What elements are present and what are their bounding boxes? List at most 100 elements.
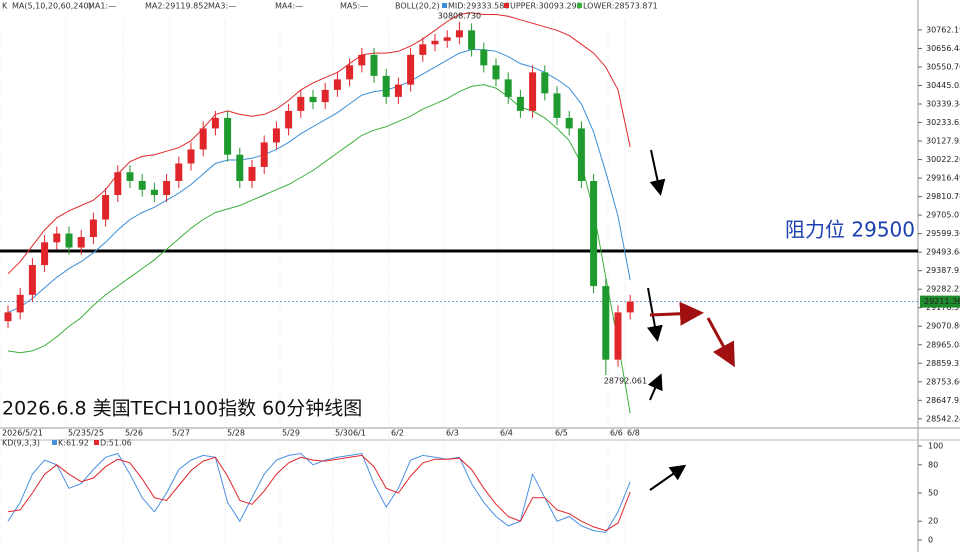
resistance-label: 阻力位 29500: [785, 218, 915, 242]
candle-body: [272, 128, 280, 143]
header-label: MA4:—: [275, 2, 303, 11]
band-line: [7, 84, 631, 414]
x-tick-label: 5/235/25: [68, 429, 104, 438]
candle-body: [504, 79, 512, 97]
candle-body: [455, 30, 463, 38]
candle-body: [126, 172, 134, 181]
y-tick-label: 29810.78: [926, 192, 960, 201]
y-tick-label: 29387.93: [926, 266, 960, 275]
y-tick-label: 30127.92: [926, 137, 960, 146]
candle-body: [553, 93, 561, 118]
legend-label: MID:29333.586: [448, 2, 509, 11]
candle-body: [138, 180, 146, 190]
x-tick-label: 5/28: [227, 429, 245, 438]
header-label: MA5:—: [340, 2, 368, 11]
band-line: [7, 49, 631, 313]
candle-body: [114, 172, 122, 195]
y-tick-label: 30656.48: [926, 44, 960, 53]
y-tick-label: 30550.70: [926, 62, 960, 71]
x-tick-label: 2026/5/21: [2, 429, 43, 438]
candle-body: [468, 30, 476, 50]
candle-body: [163, 180, 171, 195]
candle-body: [346, 65, 354, 80]
arrow: [649, 464, 687, 491]
y-tick-label: 30233.63: [926, 118, 960, 127]
header-label: MA1:—: [88, 2, 116, 11]
arrow: [647, 287, 663, 342]
candle-body: [224, 117, 232, 155]
candle-body: [321, 89, 329, 103]
y-tick-label: 29493.64: [926, 248, 960, 257]
candle-body: [382, 75, 390, 97]
candle-body: [28, 265, 36, 295]
high-label: 30808.730: [438, 11, 481, 20]
arrow: [647, 373, 663, 401]
candle-body: [297, 96, 305, 111]
header-label: MA(5,10,20,60,240): [12, 2, 92, 11]
legend-swatch: [577, 3, 582, 8]
legend-label: K:61.92: [58, 439, 89, 448]
legend-swatch: [52, 440, 57, 445]
candle-body: [236, 154, 244, 181]
low-label: 28792.061: [604, 377, 647, 386]
header-label: K: [2, 2, 8, 11]
candle-body: [590, 180, 598, 287]
y-tick-label: 29070.80: [926, 322, 960, 331]
arrow: [649, 301, 704, 326]
candle-body: [150, 189, 158, 195]
x-tick-label: 6/2: [391, 429, 404, 438]
chart-title: 2026.6.8 美国TECH100指数 60分钟线图: [2, 398, 362, 420]
x-tick-label: 5/29: [282, 429, 300, 438]
y-tick-label: 28965.08: [926, 340, 960, 349]
header-label: MA2:29119.852: [145, 2, 208, 11]
y-tick-label: 30445.05: [926, 81, 960, 90]
candle-body: [370, 54, 378, 76]
candle-body: [285, 110, 293, 129]
y-tick-label: 30762.19: [926, 25, 960, 34]
candle-body: [211, 117, 219, 129]
band-line: [7, 12, 631, 275]
legend-label: LOWER:28573.871: [583, 2, 658, 11]
y-tick-label: 30022.20: [926, 155, 960, 164]
candle-body: [77, 237, 85, 248]
x-tick-label: 5/26: [125, 429, 143, 438]
legend-swatch: [442, 3, 447, 8]
y-tick-label: 29916.49: [926, 174, 960, 183]
x-tick-label: 5/27: [172, 429, 190, 438]
candle-body: [260, 142, 268, 167]
candle-body: [431, 40, 439, 45]
candle-body: [541, 72, 549, 94]
y-tick-label: 28753.66: [926, 377, 960, 386]
x-tick-label: 6/3: [446, 429, 459, 438]
candle-body: [407, 54, 415, 85]
x-tick-label: 6/8: [627, 429, 640, 438]
kd-tick-label: 80: [928, 460, 938, 469]
candle-body: [199, 128, 207, 150]
x-tick-label: 6/5: [555, 429, 568, 438]
candle-body: [492, 65, 500, 80]
candle-body: [333, 79, 341, 90]
y-tick-label: 28859.37: [926, 359, 960, 368]
arrow: [649, 149, 666, 196]
legend-label: UPPER:30093.299: [510, 2, 582, 11]
candle-body: [187, 149, 195, 164]
candle-body: [309, 96, 317, 103]
x-tick-label: 5/306/1: [335, 429, 366, 438]
candle-body: [102, 194, 110, 220]
y-tick-label: 29599.36: [926, 229, 960, 238]
kd-tick-label: 50: [928, 489, 938, 498]
candle-body: [4, 312, 12, 322]
last-price-label: 29211.36: [924, 297, 960, 306]
candle-body: [602, 286, 610, 360]
candle-body: [577, 128, 585, 181]
kd-line: [7, 454, 631, 532]
candle-body: [529, 72, 537, 111]
y-tick-label: 29705.07: [926, 211, 960, 220]
candle-body: [480, 49, 488, 66]
legend-swatch: [94, 440, 99, 445]
last-price-box: [920, 295, 960, 308]
candle-body: [626, 301, 634, 313]
